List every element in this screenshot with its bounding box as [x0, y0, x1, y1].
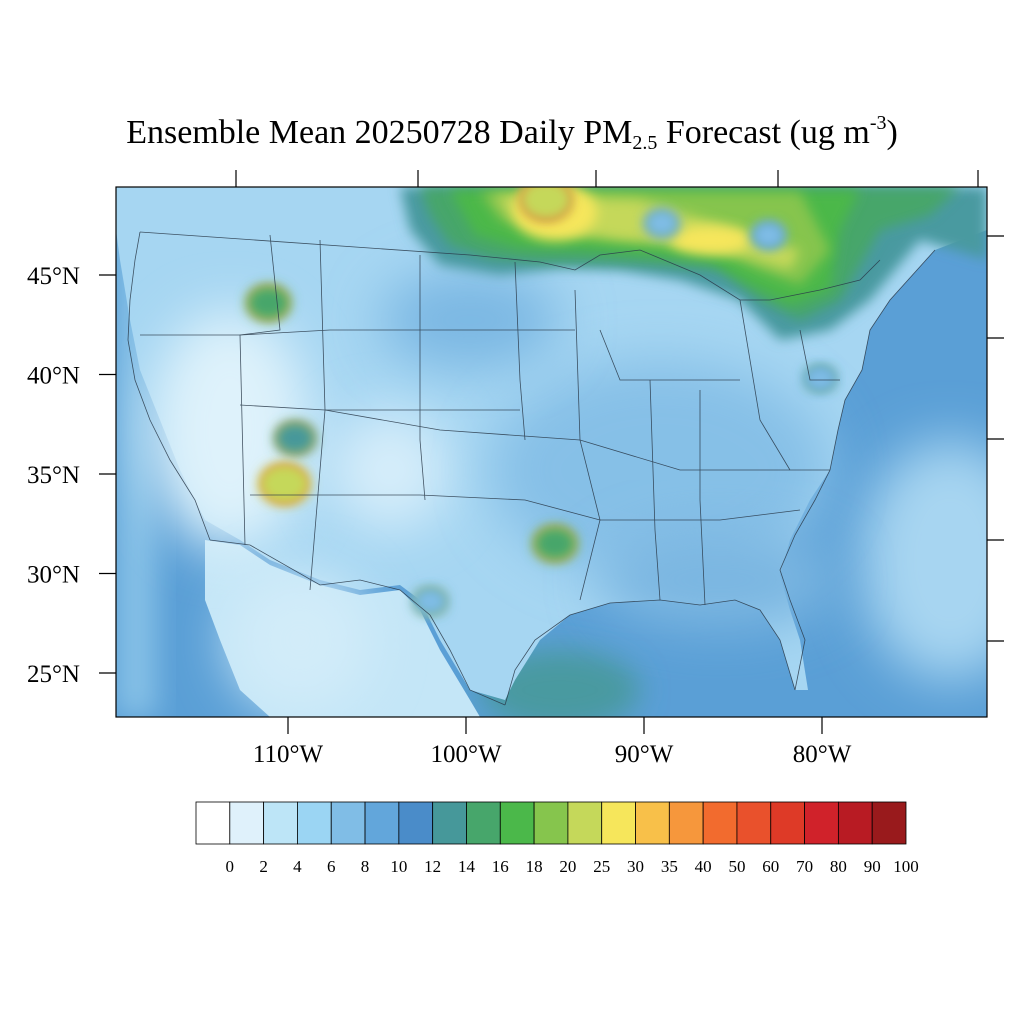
- colorbar-swatch: [871, 801, 907, 845]
- map-frame: [115, 186, 988, 718]
- lat-tick-label: 35°N: [27, 462, 80, 489]
- title-subscript: 2.5: [632, 132, 658, 154]
- canada-smoke-band: [400, 187, 987, 340]
- frame-ticks: [235, 170, 1004, 642]
- southeast-moderate-area: [600, 530, 840, 630]
- colorado-light: [330, 410, 450, 530]
- colorbar-label: 12: [424, 857, 441, 876]
- mexico-light: [230, 570, 370, 710]
- lon-tick-label: 80°W: [793, 741, 852, 768]
- lon-tick-label: 100°W: [430, 741, 501, 768]
- east-moderate-area: [490, 360, 830, 580]
- colorbar-swatch: [195, 801, 231, 845]
- colorbar-swatch: [364, 801, 400, 845]
- colorbar-label: 18: [526, 857, 543, 876]
- colorbar-swatch: [601, 801, 636, 845]
- colorbar-label: 70: [796, 857, 813, 876]
- colorbar-swatch: [499, 801, 535, 845]
- colorbar-label: 25: [593, 857, 610, 876]
- colorbar-label: 10: [390, 857, 407, 876]
- colorbar-label: 2: [259, 857, 268, 876]
- title-suffix: ): [886, 114, 898, 151]
- colorbar: 0 2 4 6 8 10 12 14 16 18 20 25 30 35 40 50 60 70 80 90 100: [195, 801, 919, 876]
- plume-utah-fire: [274, 421, 316, 455]
- colorbar-swatch: [330, 801, 366, 845]
- colorbar-swatch: [297, 801, 332, 845]
- lat-tick-label: 40°N: [27, 363, 80, 390]
- colorbar-swatch: [668, 801, 704, 845]
- colorbar-label: 40: [695, 857, 712, 876]
- title-middle: Forecast (ug m: [657, 114, 870, 151]
- colorbar-swatch: [466, 801, 501, 845]
- colorbar-label: 14: [458, 857, 476, 876]
- colorbar-label: 8: [361, 857, 370, 876]
- colorbar-swatch: [229, 801, 265, 845]
- colorbar-label: 100: [893, 857, 919, 876]
- plume-canada-smoke-core: [519, 187, 574, 222]
- colorbar-swatch: [635, 801, 670, 845]
- map-title: Ensemble Mean 20250728 Daily PM2.5 Forec…: [0, 112, 1024, 155]
- colorbar-label: 35: [661, 857, 678, 876]
- lon-tick-label: 110°W: [253, 741, 324, 768]
- atlantic-light-area: [860, 440, 987, 680]
- plume-canada-smoke-quebec: [752, 222, 785, 249]
- plains-moderate-area: [380, 270, 560, 370]
- colorbar-label: 16: [492, 857, 509, 876]
- state-boundaries: [127, 231, 936, 706]
- lat-tick-label: 25°N: [27, 661, 80, 688]
- colorbar-swatch: [567, 801, 603, 845]
- colorbar-swatch: [263, 801, 298, 845]
- plume-canada-smoke-ontario: [644, 209, 679, 238]
- longitude-ticks: 110°W 100°W 90°W 80°W: [253, 717, 852, 768]
- lat-tick-label: 30°N: [27, 562, 80, 589]
- plume-arizona-fire: [258, 463, 310, 505]
- colorbar-label: 80: [830, 857, 847, 876]
- colorbar-label: 0: [226, 857, 235, 876]
- colorbar-swatch: [702, 801, 738, 845]
- lat-tick-label: 45°N: [27, 263, 80, 290]
- colorbar-label: 4: [293, 857, 302, 876]
- colorbar-swatch: [736, 801, 772, 845]
- colorbar-swatch: [770, 801, 805, 845]
- colorbar-label: 50: [728, 857, 745, 876]
- title-superscript: -3: [869, 112, 887, 134]
- map-field: [116, 187, 987, 717]
- plume-texas-fire: [413, 587, 448, 616]
- colorbar-label: 30: [627, 857, 644, 876]
- title-prefix: Ensemble Mean 20250728 Daily PM: [126, 114, 633, 151]
- colorbar-label: 20: [559, 857, 576, 876]
- plume-montana-fire: [246, 285, 291, 321]
- plume-new-york-city: [803, 365, 837, 392]
- plume-louisiana-fire: [532, 525, 578, 562]
- lon-tick-label: 90°W: [615, 741, 674, 768]
- colorbar-label: 60: [762, 857, 779, 876]
- colorbar-swatch: [398, 801, 434, 845]
- colorbar-label: 90: [864, 857, 881, 876]
- colorbar-swatch: [837, 801, 873, 845]
- latitude-ticks: 45°N 40°N 35°N 30°N 25°N: [27, 263, 116, 688]
- colorbar-label: 6: [327, 857, 336, 876]
- colorbar-swatch: [432, 801, 467, 845]
- colorbar-swatch: [804, 801, 839, 845]
- colorbar-swatch: [533, 801, 569, 845]
- smoke-plumes: [246, 187, 837, 616]
